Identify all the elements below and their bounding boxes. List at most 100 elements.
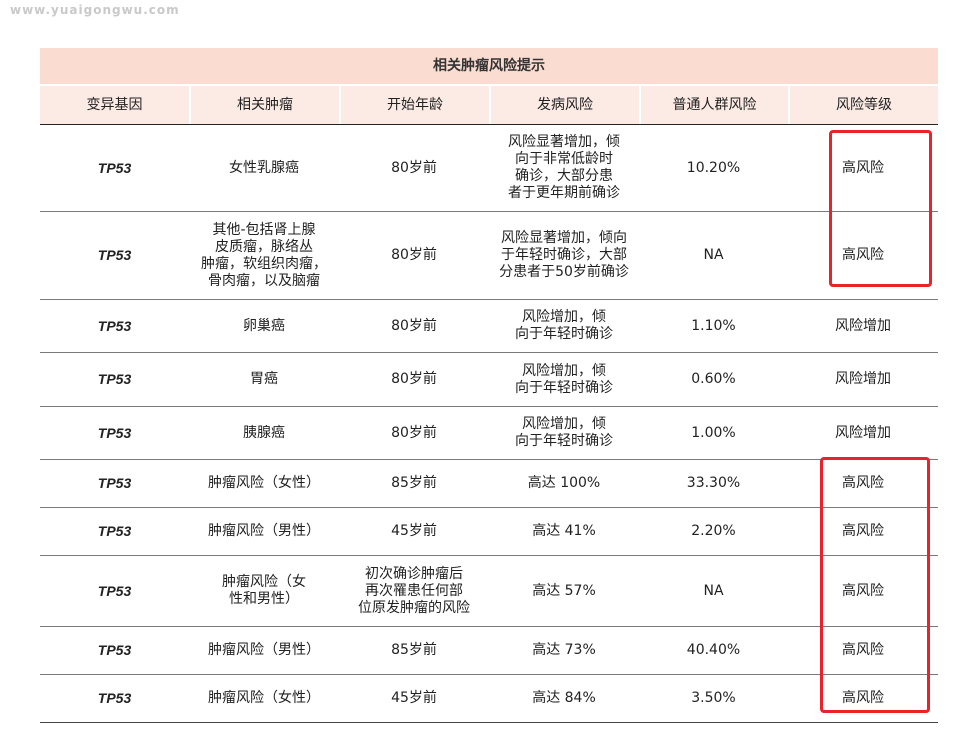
highlight-box-bottom (820, 457, 930, 713)
tumor-cell-line: 卵巢癌 (243, 317, 285, 334)
start-age-cell: 85岁前 (339, 460, 489, 507)
start-age-cell: 45岁前 (339, 675, 489, 722)
onset-risk-cell-line: 向于年轻时确诊 (515, 433, 613, 449)
onset-risk-cell-line: 风险显著增加，倾向 (500, 230, 627, 246)
tumor-cell: 肿瘤风险（男性） (189, 508, 339, 555)
onset-risk-cell: 风险增加，倾 向于年轻时确诊 (489, 353, 639, 406)
onset-risk-cell-line: 风险增加，倾 (522, 362, 606, 379)
start-age-cell-line: 80岁前 (391, 371, 437, 387)
gene-cell: TP53 (97, 475, 132, 491)
header-tumor: 相关肿瘤 (189, 86, 339, 124)
tumor-cell: 女性乳腺癌 (189, 125, 339, 211)
risk-level-cell: 高风险 (842, 475, 884, 491)
risk-level-cell: 高风险 (842, 690, 884, 706)
start-age-cell-line: 80岁前 (391, 247, 437, 263)
tumor-cell-line: 肿瘤，软组织肉瘤， (201, 255, 327, 272)
start-age-cell: 80岁前 (339, 407, 489, 459)
tumor-cell-line: 骨肉瘤，以及脑瘤 (208, 272, 320, 289)
onset-risk-cell: 高达 73% (489, 627, 639, 674)
gene-cell: TP53 (97, 424, 132, 441)
table-row: TP53 胰腺癌 80岁前 风险增加，倾 向于年轻时确诊 1.00% 风险增加 (40, 407, 938, 460)
population-risk-cell: 1.00% (691, 424, 736, 441)
tumor-cell-line: 肿瘤风险（女 (222, 574, 306, 590)
gene-cell: TP53 (97, 642, 132, 658)
onset-risk-cell-line: 分患者于50岁前确诊 (499, 264, 629, 280)
onset-risk-cell-line: 风险增加，倾 (522, 416, 606, 432)
tumor-cell-line: 肿瘤风险（女性） (208, 475, 320, 491)
onset-risk-cell-line: 确诊，大部分患 (515, 168, 613, 184)
risk-table: 相关肿瘤风险提示 变异基因 相关肿瘤 开始年龄 发病风险 普通人群风险 风险等级… (40, 48, 938, 723)
population-risk-cell: NA (703, 247, 724, 263)
start-age-cell-line: 45岁前 (391, 523, 437, 539)
population-risk-cell: 0.60% (691, 371, 736, 387)
start-age-cell-line: 80岁前 (391, 159, 437, 176)
onset-risk-cell-line: 向于非常低龄时 (515, 151, 613, 167)
table-row: TP53 肿瘤风险（男性） 85岁前 高达 73% 40.40% 高风险 (40, 627, 938, 675)
tumor-cell-line: 其他-包括肾上腺 (212, 221, 316, 238)
onset-risk-cell: 高达 100% (489, 460, 639, 507)
onset-risk-cell-line: 于年轻时确诊，大部 (500, 247, 627, 263)
onset-risk-cell: 风险显著增加，倾 向于非常低龄时 确诊，大部分患 者于更年期前确诊 (489, 125, 639, 211)
onset-risk-cell-line: 高达 41% (532, 523, 596, 539)
gene-cell: TP53 (97, 690, 132, 706)
tumor-cell: 肿瘤风险（女性） (189, 460, 339, 507)
table-title: 相关肿瘤风险提示 (40, 48, 938, 84)
tumor-cell-line: 肿瘤风险（女性） (208, 690, 320, 706)
risk-level-cell: 风险增加 (835, 424, 891, 441)
onset-risk-cell-line: 向于年轻时确诊 (515, 379, 613, 396)
table-row: TP53 胃癌 80岁前 风险增加，倾 向于年轻时确诊 0.60% 风险增加 (40, 353, 938, 407)
start-age-cell-line: 初次确诊肿瘤后 (365, 565, 463, 582)
start-age-cell: 45岁前 (339, 508, 489, 555)
risk-level-cell: 高风险 (842, 642, 884, 658)
risk-level-cell: 高风险 (842, 523, 884, 539)
gene-cell: TP53 (97, 371, 132, 387)
population-risk-cell: 1.10% (691, 317, 736, 334)
gene-cell: TP53 (97, 523, 132, 539)
start-age-cell: 初次确诊肿瘤后 再次罹患任何部 位原发肿瘤的风险 (339, 556, 489, 626)
table-header-row: 变异基因 相关肿瘤 开始年龄 发病风险 普通人群风险 风险等级 (40, 86, 938, 125)
header-start-age: 开始年龄 (339, 86, 489, 124)
onset-risk-cell-line: 高达 57% (532, 582, 596, 599)
table-body: TP53 女性乳腺癌 80岁前 风险显著增加，倾 向于非常低龄时 确诊，大部分患 者于更年期… (40, 125, 938, 723)
population-risk-cell: NA (703, 582, 724, 599)
onset-risk-cell-line: 高达 100% (527, 475, 601, 491)
start-age-cell-line: 85岁前 (391, 642, 437, 658)
tumor-cell-line: 胰腺癌 (243, 424, 285, 441)
table-row: TP53 肿瘤风险（女 性和男性） 初次确诊肿瘤后 再次罹患任何部 位原发肿瘤的风险 高达 … (40, 556, 938, 627)
tumor-cell-line: 胃癌 (250, 371, 278, 387)
population-risk-cell: 40.40% (686, 642, 741, 658)
tumor-cell: 肿瘤风险（男性） (189, 627, 339, 674)
onset-risk-cell-line: 高达 73% (532, 642, 596, 658)
tumor-cell-line: 女性乳腺癌 (229, 159, 299, 176)
tumor-cell: 胰腺癌 (189, 407, 339, 459)
tumor-cell-line: 性和男性） (229, 591, 299, 607)
population-risk-cell: 2.20% (691, 523, 736, 539)
table-row: TP53 肿瘤风险（女性） 85岁前 高达 100% 33.30% 高风险 (40, 460, 938, 508)
start-age-cell-line: 再次罹患任何部 (365, 582, 463, 599)
start-age-cell-line: 80岁前 (391, 317, 437, 334)
start-age-cell: 80岁前 (339, 125, 489, 211)
gene-cell: TP53 (97, 317, 132, 334)
highlight-box-top (829, 130, 932, 287)
risk-level-cell: 高风险 (842, 582, 884, 599)
population-risk-cell: 10.20% (686, 159, 741, 176)
risk-level-cell: 风险增加 (835, 317, 891, 334)
start-age-cell: 80岁前 (339, 212, 489, 299)
start-age-cell-line: 85岁前 (391, 475, 437, 491)
onset-risk-cell: 高达 84% (489, 675, 639, 722)
tumor-cell: 其他-包括肾上腺 皮质瘤，脉络丛 肿瘤，软组织肉瘤， 骨肉瘤，以及脑瘤 (189, 212, 339, 299)
tumor-cell: 卵巢癌 (189, 300, 339, 352)
header-onset-risk: 发病风险 (489, 86, 639, 124)
onset-risk-cell-line: 风险显著增加，倾 (508, 134, 620, 150)
table-row: TP53 女性乳腺癌 80岁前 风险显著增加，倾 向于非常低龄时 确诊，大部分患 者于更年期… (40, 125, 938, 212)
tumor-cell: 肿瘤风险（女性） (189, 675, 339, 722)
start-age-cell-line: 45岁前 (391, 690, 437, 706)
onset-risk-cell-line: 高达 84% (532, 690, 596, 706)
watermark-text: www.yuaigongwu.com (10, 3, 180, 17)
risk-level-cell: 高风险 (842, 247, 884, 263)
tumor-cell: 胃癌 (189, 353, 339, 406)
onset-risk-cell-line: 风险增加，倾 (522, 309, 606, 325)
start-age-cell: 85岁前 (339, 627, 489, 674)
header-risk-level: 风险等级 (788, 86, 938, 124)
onset-risk-cell-line: 者于更年期前确诊 (508, 185, 620, 201)
